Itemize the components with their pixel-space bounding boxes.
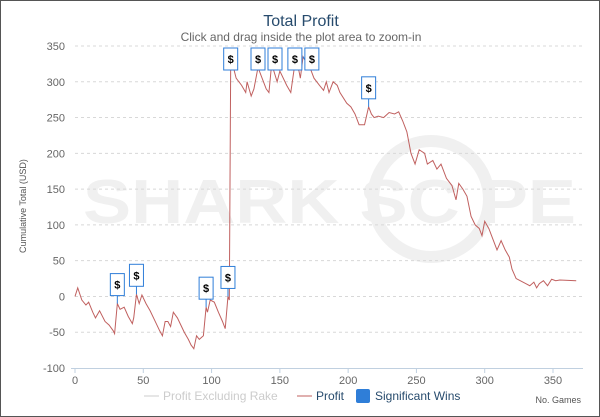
flag-box — [267, 47, 283, 71]
significant-win-flag[interactable]: $ — [128, 263, 144, 295]
significant-win-flag[interactable]: $ — [220, 265, 236, 297]
flag-label: $ — [292, 54, 298, 66]
significant-win-flag[interactable]: $ — [109, 273, 125, 304]
significant-win-flag[interactable]: $ — [267, 47, 283, 71]
chart-title: Total Profit — [263, 13, 339, 30]
y-tick-label: 50 — [53, 256, 65, 268]
significant-win-flag[interactable]: $ — [223, 47, 239, 71]
flag-box — [250, 47, 266, 71]
y-tick-label: 150 — [47, 184, 65, 196]
y-tick-label: 0 — [59, 291, 65, 303]
flag-box — [198, 276, 214, 300]
x-tick-label: 250 — [407, 375, 425, 387]
x-tick-label: 0 — [72, 375, 78, 387]
y-tick-label: -100 — [43, 363, 65, 375]
y-tick-label: -50 — [49, 327, 65, 339]
x-tick-label: 350 — [544, 375, 562, 387]
flag-label: $ — [255, 54, 261, 66]
y-tick-label: 100 — [47, 220, 65, 232]
legend-item-profit-excluding-rake[interactable]: Profit Excluding Rake — [163, 389, 278, 403]
x-tick-label: 100 — [202, 375, 220, 387]
significant-win-flag[interactable]: $ — [198, 276, 214, 308]
watermark-scope-icon — [367, 135, 495, 263]
flag-label: $ — [114, 280, 120, 292]
y-tick-label: 350 — [47, 41, 65, 53]
watermark: SHARK SC PE — [83, 135, 576, 263]
significant-win-flag[interactable]: $ — [250, 47, 266, 71]
x-axis-title: No. Games — [535, 395, 581, 405]
flag-label: $ — [228, 54, 234, 66]
significant-win-flag[interactable]: $ — [361, 76, 377, 107]
flag-box — [128, 263, 144, 287]
y-axis-title: Cumulative Total (USD) — [18, 159, 28, 253]
flag-label: $ — [272, 54, 278, 66]
x-tick-label: 150 — [271, 375, 289, 387]
watermark-text: SHARK SC PE — [83, 168, 576, 237]
flag-label: $ — [366, 83, 372, 95]
significant-win-flag[interactable]: $ — [302, 47, 320, 71]
y-tick-label: 200 — [47, 148, 65, 160]
flag-box — [361, 76, 377, 100]
y-tick-label: 250 — [47, 113, 65, 125]
significant-wins-flags: $ $ $ $ $ $ $ $ $ $ — [109, 47, 377, 308]
significant-win-flag[interactable]: $ — [287, 47, 303, 71]
flag-box — [223, 47, 239, 71]
chart-subtitle: Click and drag inside the plot area to z… — [181, 30, 422, 44]
legend: Profit Excluding Rake Profit Significant W… — [144, 389, 460, 403]
legend-item-significant-wins[interactable]: Significant Wins — [375, 389, 460, 403]
x-tick-label: 300 — [476, 375, 494, 387]
flag-box — [220, 265, 236, 289]
flag-label: $ — [133, 270, 139, 282]
flag-box — [109, 273, 125, 297]
x-tick-label: 50 — [137, 375, 149, 387]
flag-label: $ — [225, 272, 231, 284]
legend-item-profit[interactable]: Profit — [316, 389, 345, 403]
x-tick-label: 200 — [339, 375, 357, 387]
plot-area — [74, 55, 577, 350]
flag-label: $ — [203, 283, 209, 295]
flag-box — [287, 47, 303, 71]
flag-label: $ — [309, 54, 315, 66]
y-tick-label: 300 — [47, 77, 65, 89]
flag-box — [304, 47, 320, 71]
legend-swatch-significant-wins — [356, 389, 370, 403]
